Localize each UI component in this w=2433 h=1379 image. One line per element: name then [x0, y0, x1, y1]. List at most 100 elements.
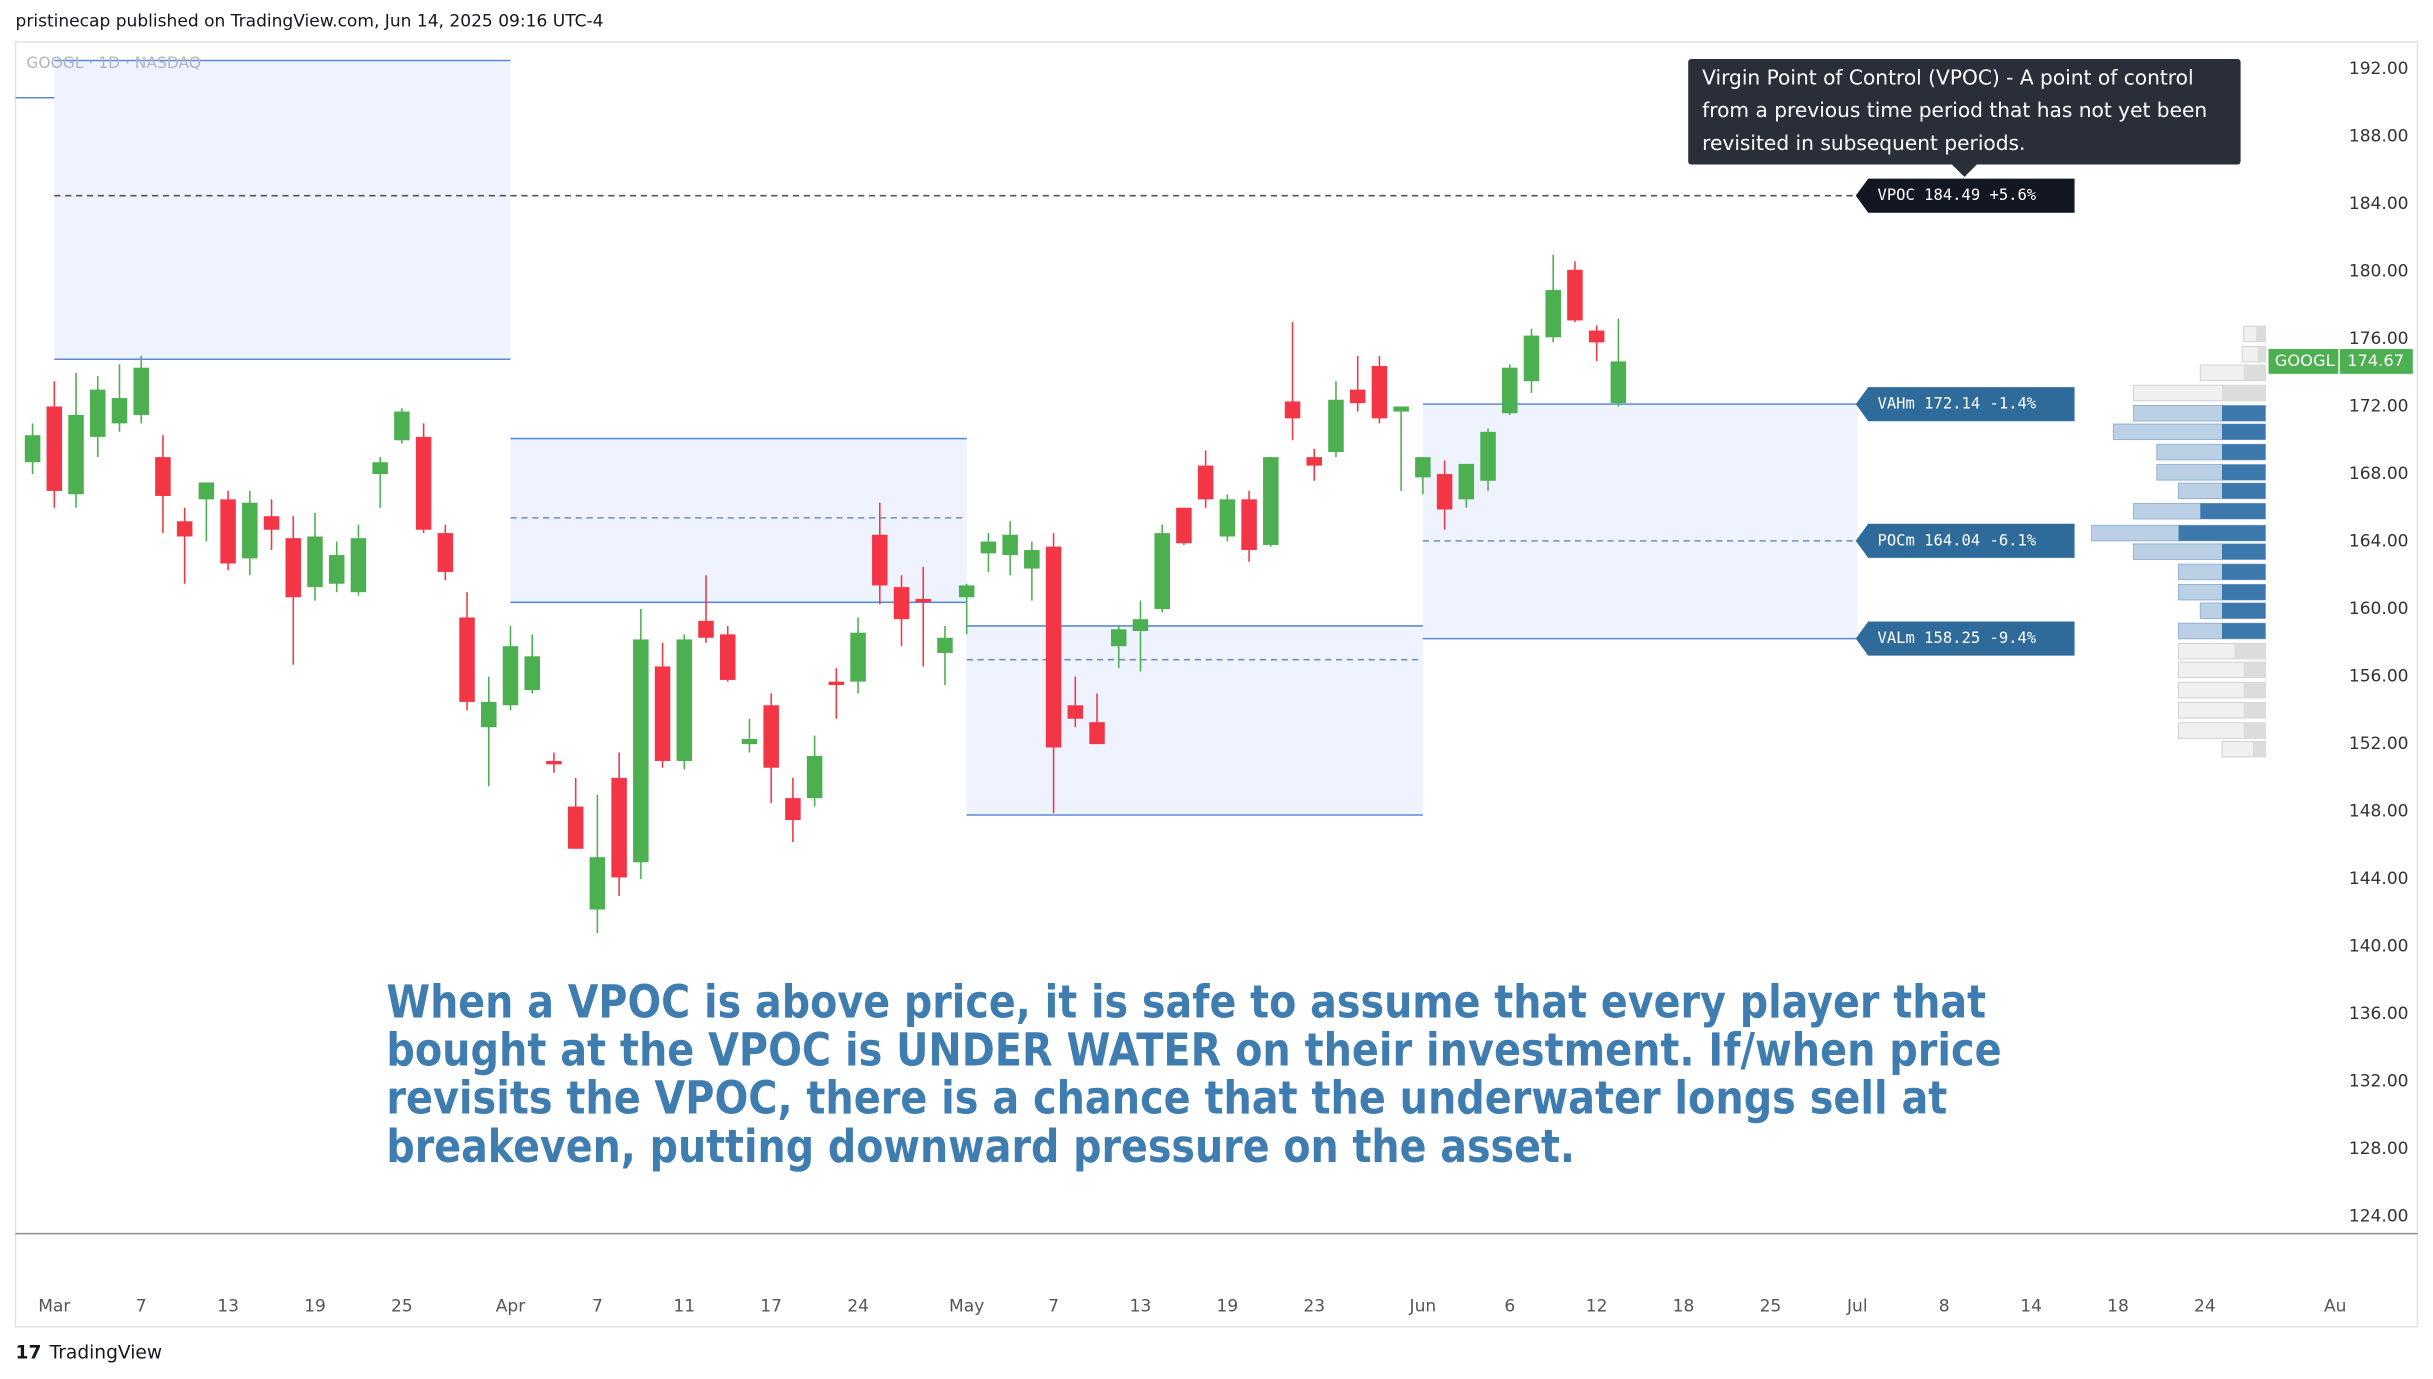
- y-tick-label: 156.00: [2349, 667, 2409, 687]
- candle-body: [1523, 335, 1540, 382]
- candle-body: [1393, 406, 1409, 412]
- x-tick-label: Apr: [496, 1297, 526, 1317]
- profile-row-up: [2221, 385, 2266, 401]
- candle-body: [1458, 463, 1475, 500]
- annotation-line: breakeven, putting downward pressure on …: [386, 1120, 1575, 1173]
- brand-name: TradingView: [49, 1343, 162, 1364]
- x-tick-label: 13: [217, 1297, 239, 1317]
- y-tick-label: 128.00: [2349, 1139, 2409, 1159]
- annotation-line: revisits the VPOC, there is a chance tha…: [386, 1072, 1947, 1125]
- profile-row-up: [2243, 702, 2266, 719]
- profile-row-up: [2221, 464, 2266, 481]
- candle-body: [698, 620, 714, 638]
- candle-body: [633, 639, 649, 863]
- candle-body: [980, 541, 997, 554]
- x-tick-label: 24: [2194, 1297, 2216, 1317]
- y-tick-label: 176.00: [2349, 329, 2409, 349]
- profile-row-up: [2221, 405, 2266, 422]
- candle-body: [1219, 499, 1236, 537]
- annotation-line: bought at the VPOC is UNDER WATER on the…: [386, 1024, 2001, 1077]
- profile-row-up: [2221, 424, 2266, 440]
- y-tick-label: 152.00: [2349, 734, 2409, 754]
- profile-row-up: [2221, 483, 2266, 499]
- level-tag: [1855, 523, 2075, 558]
- candle-body: [24, 435, 41, 463]
- value-area-box: [510, 438, 967, 603]
- symbol-line: GOOGL · 1D · NASDAQ: [26, 54, 201, 72]
- candle-body: [611, 777, 627, 878]
- profile-row-up: [2221, 584, 2266, 600]
- candle-body: [372, 462, 388, 475]
- annotation-line: When a VPOC is above price, it is safe t…: [386, 975, 1986, 1028]
- y-tick-label: 172.00: [2349, 397, 2409, 417]
- y-tick-label: 180.00: [2349, 261, 2409, 281]
- x-tick-label: 12: [1586, 1297, 1608, 1317]
- candle-body: [567, 806, 584, 849]
- candle-body: [850, 632, 866, 682]
- profile-row-up: [2253, 741, 2266, 757]
- candle-body: [176, 521, 193, 537]
- y-tick-label: 132.00: [2349, 1072, 2409, 1092]
- candle-body: [741, 739, 758, 745]
- y-tick-label: 148.00: [2349, 802, 2409, 822]
- candle-body: [1545, 290, 1561, 338]
- candle-body: [242, 502, 258, 559]
- tooltip-pointer: [1951, 164, 1977, 177]
- candle-body: [546, 760, 562, 765]
- x-tick-label: 13: [1130, 1297, 1152, 1317]
- candle-body: [1502, 367, 1518, 414]
- candle-body: [1024, 549, 1040, 569]
- profile-row-up: [2256, 326, 2266, 342]
- profile-row-up: [2257, 346, 2266, 362]
- candle-body: [263, 516, 280, 530]
- candle-body: [1067, 705, 1084, 719]
- x-tick-label: 18: [1673, 1297, 1695, 1317]
- x-tick-label: May: [949, 1297, 984, 1317]
- profile-row-up: [2178, 525, 2266, 541]
- level-tag-label: POCm 164.04 -6.1%: [1878, 531, 2037, 549]
- candle-body: [481, 701, 497, 728]
- candle-body: [1349, 389, 1366, 404]
- tooltip-line: Virgin Point of Control (VPOC) - A point…: [1702, 66, 2193, 90]
- x-tick-label: 19: [304, 1297, 326, 1317]
- y-tick-label: 188.00: [2349, 126, 2409, 146]
- x-tick-label: 24: [847, 1297, 869, 1317]
- candle-body: [285, 538, 302, 598]
- candle-body: [133, 367, 149, 415]
- candle-body: [1371, 365, 1388, 419]
- candle-body: [1089, 722, 1105, 745]
- x-tick-label: 7: [1048, 1297, 1059, 1317]
- symbol-tag: [2268, 349, 2339, 374]
- tooltip-box: [1688, 58, 2241, 165]
- price-tag-label: 174.67: [2347, 351, 2404, 370]
- value-area-box: [966, 625, 1423, 815]
- candle-body: [89, 389, 106, 437]
- candle-body: [1154, 533, 1170, 610]
- candle-body: [1306, 457, 1323, 466]
- candle-body: [1241, 499, 1257, 550]
- profile-row-up: [2243, 682, 2266, 698]
- symbol-tag-label: GOOGL: [2275, 351, 2335, 370]
- candle-body: [676, 639, 693, 761]
- candle-body: [1284, 401, 1301, 419]
- candle-body: [155, 457, 171, 496]
- profile-row-up: [2221, 444, 2266, 460]
- x-tick-label: 8: [1939, 1297, 1950, 1317]
- frame: [14, 41, 2419, 1328]
- candle-body: [719, 634, 736, 680]
- profile-row-up: [2243, 364, 2266, 381]
- candle-body: [68, 414, 84, 495]
- level-tag-label: VAHm 172.14 -1.4%: [1878, 395, 2037, 413]
- level-tag-label: VPOC 184.49 +5.6%: [1878, 186, 2037, 204]
- level-tag: [1855, 178, 2075, 213]
- candle-body: [437, 533, 454, 572]
- x-tick-label: 11: [673, 1297, 695, 1317]
- x-tick-label: Jun: [1409, 1297, 1437, 1317]
- brand-logo: 17: [16, 1343, 42, 1364]
- x-tick-label: 25: [1760, 1297, 1782, 1317]
- price-tag: [2339, 349, 2413, 374]
- tooltip-line: revisited in subsequent periods.: [1702, 131, 2025, 155]
- x-tick-label: 7: [592, 1297, 603, 1317]
- level-tag: [1855, 387, 2075, 422]
- profile-row-up: [2243, 722, 2266, 739]
